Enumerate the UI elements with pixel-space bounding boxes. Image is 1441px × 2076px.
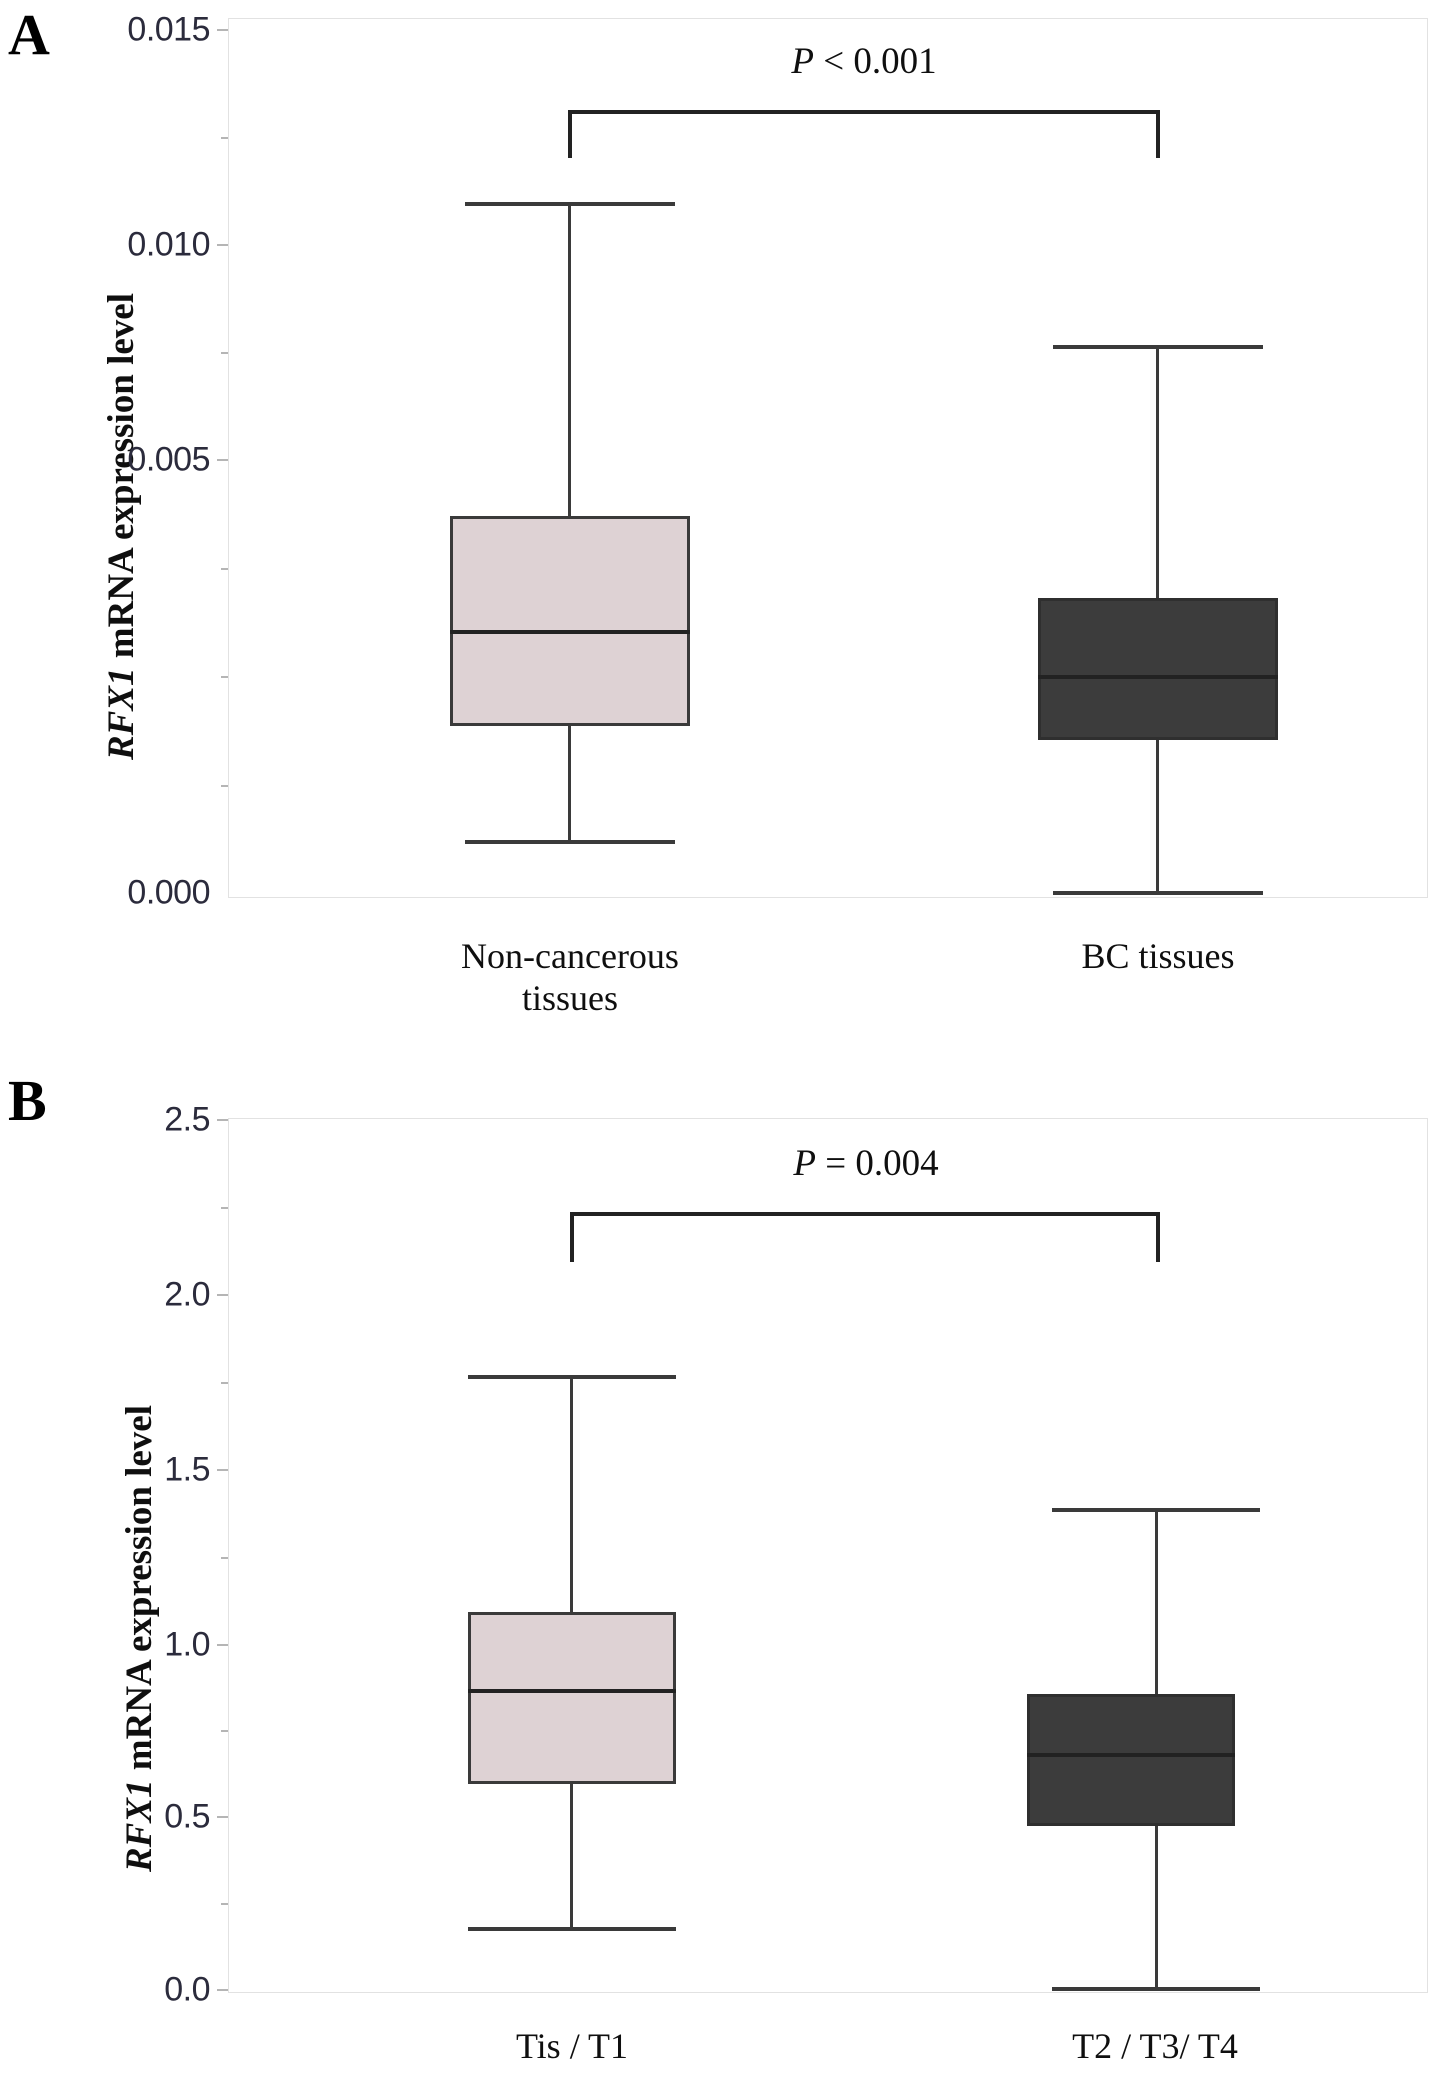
panel-b-box2-lower-whisker-cap <box>1052 1987 1260 1991</box>
panel-a-tick-minor-3 <box>221 676 228 678</box>
panel-a-significance-bar <box>568 110 1160 114</box>
panel-b-box2-upper-whisker <box>1155 1508 1158 1696</box>
panel-b-ytick-3: 1.0 <box>164 1625 210 1664</box>
panel-b-significance-p: P <box>793 1143 816 1184</box>
panel-b-tick-minor-2 <box>221 1557 228 1559</box>
panel-a-ytick-3: 0.000 <box>127 873 210 912</box>
panel-a-box1-lower-whisker-cap <box>465 840 675 844</box>
panel-b-tick-minor-4 <box>221 1903 228 1905</box>
panel-a-y-axis-label-rest: mRNA expression level <box>101 293 142 668</box>
panel-b-significance-bar <box>570 1212 1160 1216</box>
panel-a-significance-label: P < 0.001 <box>791 40 936 83</box>
panel-a-ytick-0: 0.015 <box>127 10 210 49</box>
panel-a-xtick-1: BC tissues <box>1081 936 1235 976</box>
panel-b-tick-major-4 <box>217 1816 228 1818</box>
panel-b-ytick-0: 2.5 <box>164 1100 210 1139</box>
panel-b-ytick-2: 1.5 <box>164 1450 210 1489</box>
panel-a-tick-minor-1 <box>221 352 228 354</box>
panel-a-significance-value: 0.001 <box>853 41 937 82</box>
panel-b-xtick-1: T2 / T3/ T4 <box>1072 2026 1238 2066</box>
panel-a-box2-lower-whisker <box>1156 740 1159 895</box>
panel-a-box2-upper-whisker <box>1156 345 1159 600</box>
panel-a-tick-minor-2 <box>221 568 228 570</box>
panel-b-box1-lower-whisker <box>570 1784 573 1929</box>
panel-b-significance-right-tick <box>1156 1212 1160 1262</box>
panel-b-significance-left-tick <box>570 1212 574 1262</box>
panel-b-box1-median <box>468 1689 676 1693</box>
panel-a-plot-area <box>228 18 1428 898</box>
panel-a-significance-left-tick <box>568 110 572 158</box>
panel-a-box1-lower-whisker <box>568 726 571 842</box>
panel-b-tick-major-5 <box>217 1989 228 1991</box>
panel-b-tick-major-1 <box>217 1294 228 1296</box>
panel-a-significance-text: < <box>823 41 845 82</box>
panel-b-ytick-5: 0.0 <box>164 1970 210 2009</box>
panel-b-tick-major-3 <box>217 1644 228 1646</box>
panel-b-tick-minor-0 <box>221 1207 228 1209</box>
panel-a-tick-major-1 <box>217 244 228 246</box>
panel-a-significance-right-tick <box>1156 110 1160 158</box>
panel-b-box2-lower-whisker <box>1155 1826 1158 1990</box>
panel-b-tick-minor-3 <box>221 1730 228 1732</box>
panel-b-significance-value: 0.004 <box>855 1143 939 1184</box>
panel-a-box1 <box>450 516 690 726</box>
panel-b-box1-upper-whisker <box>570 1375 573 1613</box>
panel-b-plot-area <box>228 1118 1428 1993</box>
panel-a-tick-major-2 <box>217 459 228 461</box>
panel-a-box2 <box>1038 598 1278 740</box>
panel-a-significance-p: P <box>791 41 814 82</box>
panel-b-significance-text: = <box>825 1143 847 1184</box>
panel-a-ytick-2: 0.005 <box>127 440 210 479</box>
panel-b-ytick-1: 2.0 <box>164 1275 210 1314</box>
panel-b-significance-label: P = 0.004 <box>793 1142 938 1185</box>
panel-b-ytick-4: 0.5 <box>164 1797 210 1836</box>
panel-a-tick-minor-4 <box>221 785 228 787</box>
panel-b-tick-major-2 <box>217 1469 228 1471</box>
panel-b-box1 <box>468 1612 676 1784</box>
panel-a-y-axis-label-gene: RFX1 <box>101 667 142 760</box>
panel-a-box1-upper-whisker <box>568 202 571 517</box>
panel-a-letter: A <box>8 2 50 67</box>
panel-a-xtick-0: Non-cancerous tissues <box>461 936 679 1019</box>
panel-a-box1-median <box>450 630 690 634</box>
panel-b-letter: B <box>8 1068 47 1133</box>
panel-b-box1-lower-whisker-cap <box>468 1927 676 1931</box>
panel-b-tick-major-0 <box>217 1119 228 1121</box>
panel-a: A RFX1 mRNA expression level 0.015 0.010… <box>0 0 1441 1018</box>
panel-a-ytick-1: 0.010 <box>127 225 210 264</box>
panel-a-box2-median <box>1038 675 1278 679</box>
panel-b: B RFX1 mRNA expression level 2.5 2.0 1.5… <box>0 1010 1441 2076</box>
panel-b-tick-minor-1 <box>221 1382 228 1384</box>
panel-b-xtick-0: Tis / T1 <box>515 2026 629 2066</box>
panel-a-y-axis-label: RFX1 mRNA expression level <box>100 293 143 760</box>
panel-a-tick-major-0 <box>217 29 228 31</box>
panel-a-box2-lower-whisker-cap <box>1053 891 1263 895</box>
panel-a-tick-minor-0 <box>221 137 228 139</box>
panel-b-box2-median <box>1027 1753 1235 1757</box>
panel-b-box2 <box>1027 1694 1235 1826</box>
